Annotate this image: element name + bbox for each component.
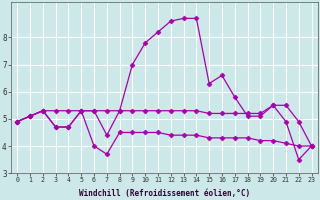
X-axis label: Windchill (Refroidissement éolien,°C): Windchill (Refroidissement éolien,°C): [79, 189, 250, 198]
